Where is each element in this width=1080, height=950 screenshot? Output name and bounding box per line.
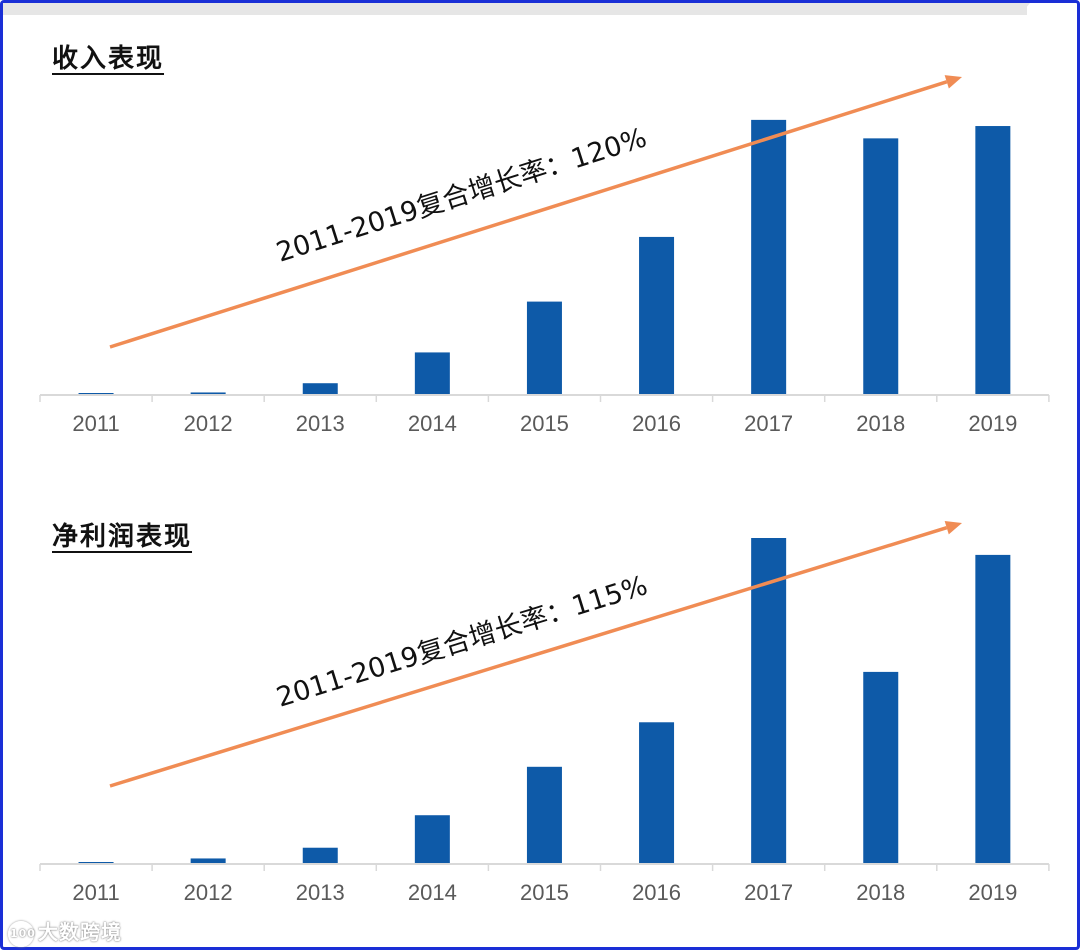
net-profit-bar-2014 — [414, 815, 450, 863]
revenue-tick-label-2015: 2015 — [520, 411, 569, 436]
revenue-tick-label-2016: 2016 — [632, 411, 681, 436]
net-profit-tick-label-2018: 2018 — [856, 880, 905, 905]
net-profit-chart-title: 净利润表现 — [52, 522, 193, 552]
net-profit-tick-label-2015: 2015 — [520, 880, 569, 905]
revenue-tick-label-2019: 2019 — [968, 411, 1017, 436]
net-profit-trend-arrow-line — [109, 526, 948, 788]
watermark: 100 大数跨境 — [8, 916, 122, 947]
revenue-trend-arrow-line — [109, 80, 948, 349]
watermark-logo: 100 — [8, 920, 35, 947]
revenue-bar-2012 — [190, 392, 226, 394]
revenue-tick-label-2013: 2013 — [296, 411, 345, 436]
net-profit-trend-arrow-head — [944, 521, 962, 535]
net-profit-bar-2019 — [975, 554, 1011, 863]
watermark-text: 大数跨境 — [38, 920, 122, 944]
revenue-tick-label-2012: 2012 — [184, 411, 233, 436]
revenue-tick-label-2017: 2017 — [744, 411, 793, 436]
revenue-tick-label-2018: 2018 — [856, 411, 905, 436]
revenue-tick-label-2014: 2014 — [408, 411, 457, 436]
net-profit-bar-2015 — [526, 766, 562, 863]
revenue-chart-title: 收入表现 — [52, 44, 165, 74]
revenue-bar-2018 — [863, 138, 899, 394]
revenue-bar-2014 — [414, 352, 450, 394]
top-strip-corner — [1020, 3, 1030, 15]
net-profit-bar-2016 — [639, 722, 675, 863]
net-profit-cagr-annotation: 2011-2019复合增长率：115% — [273, 570, 651, 714]
net-profit-tick-label-2014: 2014 — [408, 880, 457, 905]
net-profit-tick-label-2013: 2013 — [296, 880, 345, 905]
revenue-cagr-annotation: 2011-2019复合增长率：120% — [273, 122, 651, 268]
net-profit-tick-label-2019: 2019 — [968, 880, 1017, 905]
net-profit-bar-2017 — [751, 538, 787, 863]
net-profit-tick-label-2012: 2012 — [184, 880, 233, 905]
revenue-bar-2016 — [639, 236, 675, 394]
net-profit-bar-2012 — [190, 858, 226, 863]
net-profit-bar-2018 — [863, 671, 899, 863]
net-profit-tick-label-2016: 2016 — [632, 880, 681, 905]
net-profit-tick-label-2011: 2011 — [72, 880, 119, 905]
revenue-bar-2011 — [78, 393, 114, 394]
revenue-bar-2017 — [751, 119, 787, 394]
net-profit-tick-label-2017: 2017 — [744, 880, 793, 905]
revenue-bar-2019 — [975, 126, 1011, 394]
revenue-bar-2013 — [302, 383, 338, 394]
revenue-bar-2015 — [526, 301, 562, 394]
net-profit-bar-2013 — [302, 847, 338, 863]
top-strip — [3, 3, 1027, 15]
net-profit-bar-2011 — [78, 862, 114, 863]
revenue-trend-arrow-head — [944, 75, 962, 89]
revenue-tick-label-2011: 2011 — [72, 411, 119, 436]
